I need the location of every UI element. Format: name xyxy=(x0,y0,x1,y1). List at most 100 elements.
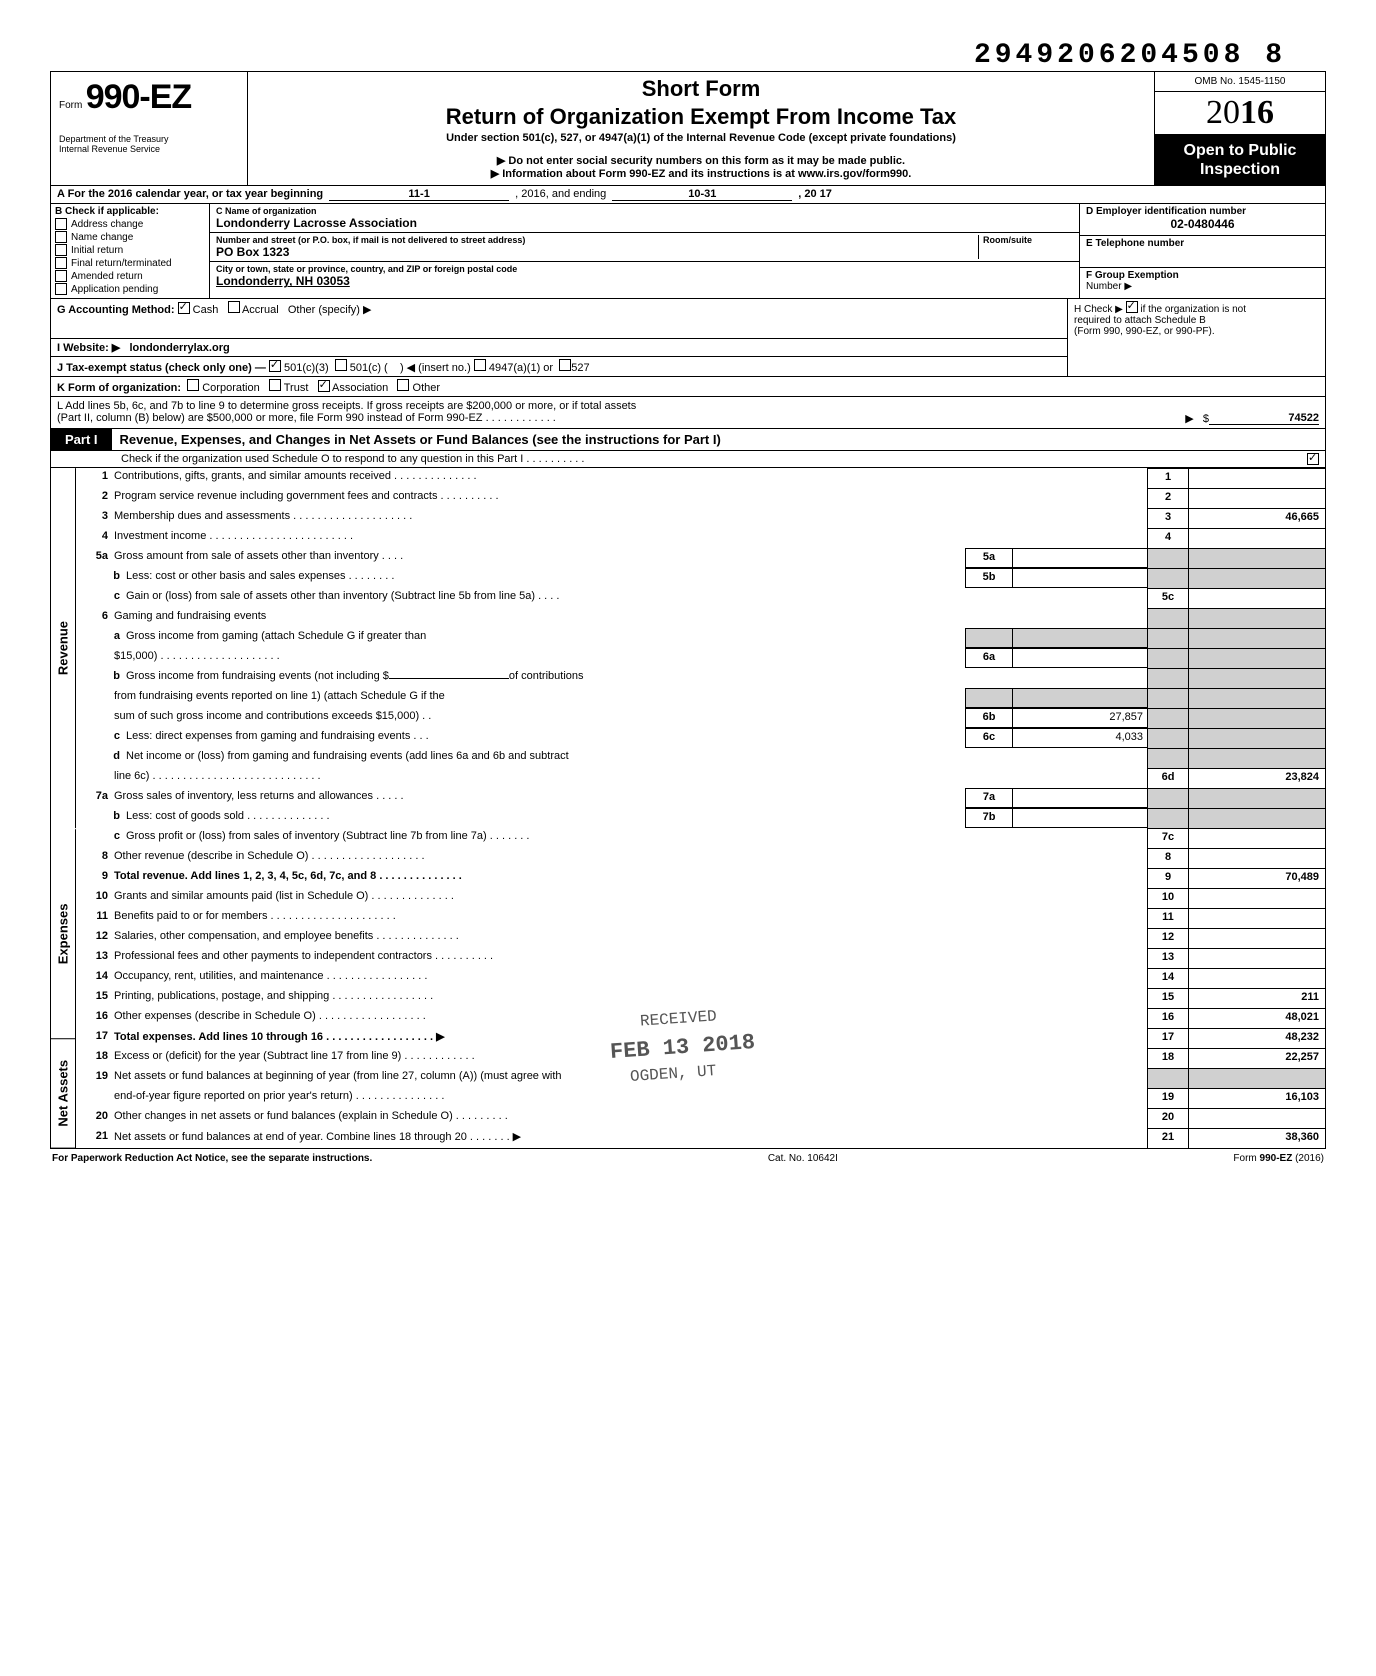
check-initial[interactable] xyxy=(55,244,67,256)
dept-irs: Internal Revenue Service xyxy=(59,145,239,155)
line-7c: Gross profit or (loss) from sales of inv… xyxy=(126,830,529,842)
check-amended[interactable] xyxy=(55,270,67,282)
check-name[interactable] xyxy=(55,231,67,243)
val-6b: 27,857 xyxy=(1012,708,1147,728)
part1-label: Part I xyxy=(51,429,112,450)
cat-no: Cat. No. 10642I xyxy=(768,1153,838,1164)
val-19: 16,103 xyxy=(1188,1088,1325,1108)
po-box: PO Box 1323 xyxy=(216,245,974,259)
check-accrual[interactable] xyxy=(228,301,240,313)
line-6b-1: Gross income from fundraising events (no… xyxy=(126,670,389,682)
org-name: Londonderry Lacrosse Association xyxy=(216,216,1073,230)
open-public-1: Open to Public xyxy=(1157,141,1323,160)
check-other-org[interactable] xyxy=(397,379,409,391)
website: londonderrylax.org xyxy=(129,342,229,354)
line-16: Other expenses (describe in Schedule O) … xyxy=(114,1010,426,1022)
check-4947[interactable] xyxy=(474,359,486,371)
line-5b: Less: cost or other basis and sales expe… xyxy=(126,570,394,582)
check-501c3[interactable] xyxy=(269,360,281,372)
b-label: B Check if applicable: xyxy=(55,206,205,217)
line-17: Total expenses. Add lines 10 through 16 … xyxy=(114,1030,445,1043)
check-527[interactable] xyxy=(559,359,571,371)
row-a: A For the 2016 calendar year, or tax yea… xyxy=(50,186,1326,204)
line-13: Professional fees and other payments to … xyxy=(114,950,493,962)
line-6b-3: from fundraising events reported on line… xyxy=(114,690,445,702)
tax-year: 2016 xyxy=(1155,92,1325,135)
check-schedule-b[interactable] xyxy=(1126,301,1138,313)
line-19a: Net assets or fund balances at beginning… xyxy=(114,1070,562,1082)
line-8: Other revenue (describe in Schedule O) .… xyxy=(114,850,425,862)
val-9: 70,489 xyxy=(1188,868,1325,888)
side-revenue: Revenue xyxy=(51,468,76,828)
short-form-label: Short Form xyxy=(258,76,1144,102)
sub-title: Under section 501(c), 527, or 4947(a)(1)… xyxy=(258,132,1144,144)
check-address[interactable] xyxy=(55,218,67,230)
h-label: H Check ▶ xyxy=(1074,304,1123,315)
check-cash[interactable] xyxy=(178,302,190,314)
d-label: D Employer identification number xyxy=(1086,206,1319,217)
line-12: Salaries, other compensation, and employ… xyxy=(114,930,459,942)
line-6d-2: line 6c) . . . . . . . . . . . . . . . .… xyxy=(114,770,321,782)
val-3: 46,665 xyxy=(1188,508,1325,528)
check-schedule-o[interactable] xyxy=(1307,453,1319,465)
check-501c[interactable] xyxy=(335,359,347,371)
line-19b: end-of-year figure reported on prior yea… xyxy=(114,1090,444,1102)
line-11: Benefits paid to or for members . . . . … xyxy=(114,910,396,922)
val-6d: 23,824 xyxy=(1188,768,1325,788)
form-footer: Form 990-EZ (2016) xyxy=(1233,1153,1324,1164)
line-4: Investment income . . . . . . . . . . . … xyxy=(114,530,353,542)
check-trust[interactable] xyxy=(269,379,281,391)
val-18: 22,257 xyxy=(1188,1048,1325,1068)
val-16: 48,021 xyxy=(1188,1008,1325,1028)
line-10: Grants and similar amounts paid (list in… xyxy=(114,890,454,902)
line-5a: Gross amount from sale of assets other t… xyxy=(114,550,403,562)
part1-title: Revenue, Expenses, and Changes in Net As… xyxy=(112,429,1325,450)
line-3: Membership dues and assessments . . . . … xyxy=(114,510,412,522)
val-15: 211 xyxy=(1188,988,1325,1008)
line-2: Program service revenue including govern… xyxy=(114,490,499,502)
main-title: Return of Organization Exempt From Incom… xyxy=(258,104,1144,130)
f-label2: Number ▶ xyxy=(1086,281,1132,292)
check-corp[interactable] xyxy=(187,379,199,391)
line-18: Excess or (deficit) for the year (Subtra… xyxy=(114,1050,475,1062)
ein: 02-0480446 xyxy=(1086,217,1319,231)
info-link: ▶ Information about Form 990-EZ and its … xyxy=(258,167,1144,180)
i-label: I Website: ▶ xyxy=(57,342,120,354)
check-final[interactable] xyxy=(55,257,67,269)
line-6c: Less: direct expenses from gaming and fu… xyxy=(126,730,429,742)
e-label: E Telephone number xyxy=(1086,238,1319,249)
line-9: Total revenue. Add lines 1, 2, 3, 4, 5c,… xyxy=(114,870,462,882)
check-pending[interactable] xyxy=(55,283,67,295)
line-6a-1: Gross income from gaming (attach Schedul… xyxy=(126,630,426,642)
line-20: Other changes in net assets or fund bala… xyxy=(114,1110,508,1122)
j-label: J Tax-exempt status (check only one) — xyxy=(57,362,266,374)
part1-sub: Check if the organization used Schedule … xyxy=(121,453,584,465)
line-6: Gaming and fundraising events xyxy=(114,610,266,622)
line-1: Contributions, gifts, grants, and simila… xyxy=(114,470,477,482)
paperwork-notice: For Paperwork Reduction Act Notice, see … xyxy=(52,1153,372,1164)
line-5c: Gain or (loss) from sale of assets other… xyxy=(126,590,559,602)
omb-number: OMB No. 1545-1150 xyxy=(1155,72,1325,92)
side-expenses: Expenses xyxy=(51,829,76,1039)
tax-year-end: 10-31 xyxy=(612,188,792,201)
k-label: K Form of organization: xyxy=(57,382,181,394)
tax-year-begin: 11-1 xyxy=(329,188,509,201)
f-label: F Group Exemption xyxy=(1086,270,1179,281)
val-21: 38,360 xyxy=(1188,1128,1325,1148)
check-assoc[interactable] xyxy=(318,380,330,392)
line-14: Occupancy, rent, utilities, and maintena… xyxy=(114,970,427,982)
room-label: Room/suite xyxy=(983,235,1073,245)
g-label: G Accounting Method: xyxy=(57,304,175,316)
city-state-zip: Londonderry, NH 03053 xyxy=(216,274,1073,288)
line-21: Net assets or fund balances at end of ye… xyxy=(114,1130,521,1143)
row-l: L Add lines 5b, 6c, and 7b to line 9 to … xyxy=(50,397,1326,429)
addr-label: Number and street (or P.O. box, if mail … xyxy=(216,235,974,245)
dln-number: 2949206204508 8 xyxy=(50,40,1326,71)
c-label: C Name of organization xyxy=(216,206,1073,216)
ssn-warning: ▶ Do not enter social security numbers o… xyxy=(258,154,1144,167)
side-netassets: Net Assets xyxy=(51,1039,76,1149)
line-6b-4: sum of such gross income and contributio… xyxy=(114,710,431,722)
line-7a: Gross sales of inventory, less returns a… xyxy=(114,790,404,802)
form-header: Form 990-EZ Department of the Treasury I… xyxy=(50,71,1326,186)
form-number: 990-EZ xyxy=(86,78,192,116)
